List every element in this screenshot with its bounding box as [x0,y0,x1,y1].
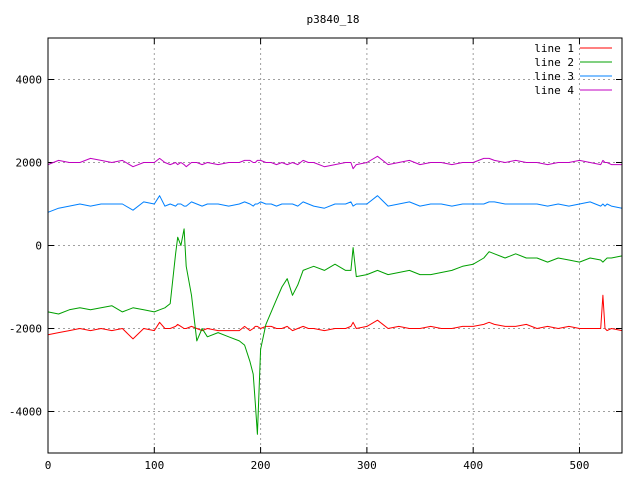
legend-label-3: line 3 [534,70,574,83]
series-line-1 [47,294,623,340]
y-tick-label: 0 [35,240,42,253]
y-tick-label: 2000 [16,157,43,170]
legend-label-1: line 1 [534,42,574,55]
series-lines [47,155,623,435]
x-tick-label: 400 [463,459,483,472]
legend-label-4: line 4 [534,84,574,97]
series-line-4 [47,155,622,170]
axis-ticks: 0 100 200 300 400 500 -4000 -2000 0 2000 4000 [9,38,622,472]
x-tick-label: 300 [357,459,377,472]
grid [48,38,622,453]
x-tick-label: 200 [251,459,271,472]
plot-frame [47,37,623,454]
legend-label-2: line 2 [534,56,574,69]
y-tick-label: -4000 [9,406,42,419]
x-tick-label: 0 [45,459,52,472]
y-tick-label: -2000 [9,323,42,336]
y-tick-label: 4000 [16,74,43,87]
series-line-3 [47,195,623,213]
series-line-2 [47,228,623,435]
chart-title: p3840_18 [307,13,360,26]
x-tick-label: 500 [570,459,590,472]
x-tick-label: 100 [144,459,164,472]
